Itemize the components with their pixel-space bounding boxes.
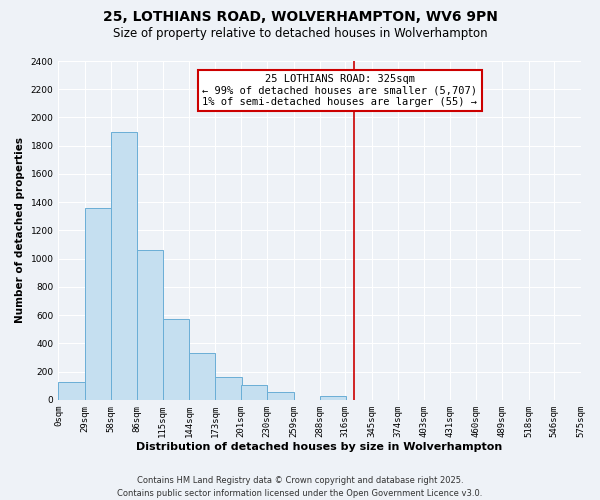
Bar [215,376,242,400]
Text: Contains HM Land Registry data © Crown copyright and database right 2025.
Contai: Contains HM Land Registry data © Crown c… [118,476,482,498]
Bar [241,385,267,400]
Bar [85,208,111,400]
Bar [163,320,189,400]
Bar [137,250,163,400]
Bar [267,392,293,400]
Bar [111,132,137,400]
Text: Size of property relative to detached houses in Wolverhampton: Size of property relative to detached ho… [113,28,487,40]
Y-axis label: Number of detached properties: Number of detached properties [15,138,25,324]
X-axis label: Distribution of detached houses by size in Wolverhampton: Distribution of detached houses by size … [136,442,503,452]
Text: 25, LOTHIANS ROAD, WOLVERHAMPTON, WV6 9PN: 25, LOTHIANS ROAD, WOLVERHAMPTON, WV6 9P… [103,10,497,24]
Bar [320,396,346,400]
Bar [189,352,215,400]
Bar [58,382,85,400]
Text: 25 LOTHIANS ROAD: 325sqm
← 99% of detached houses are smaller (5,707)
1% of semi: 25 LOTHIANS ROAD: 325sqm ← 99% of detach… [202,74,478,107]
